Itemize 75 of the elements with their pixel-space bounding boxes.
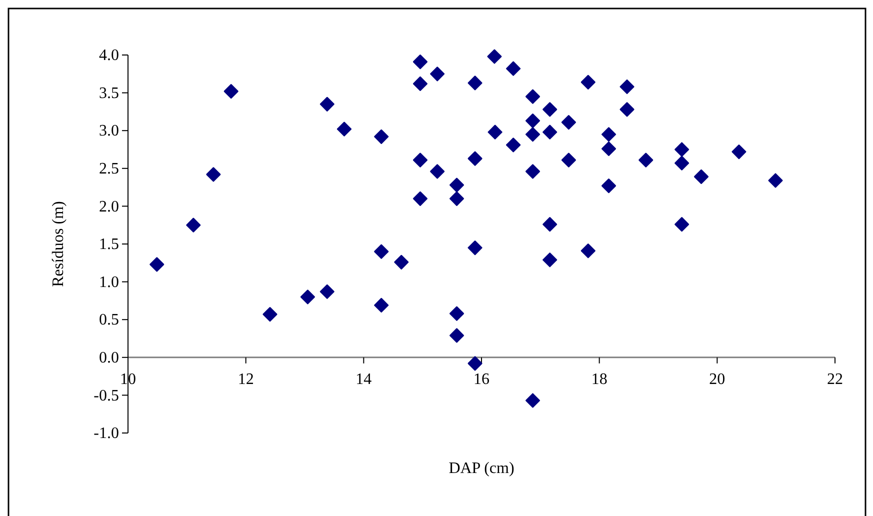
y-tick-label: 1.5 — [99, 236, 119, 254]
x-axis-title: DAP (cm) — [448, 460, 514, 477]
y-tick-label: 0.5 — [99, 312, 119, 329]
point — [525, 127, 540, 142]
point — [601, 127, 616, 142]
point — [542, 102, 558, 117]
point — [561, 152, 576, 168]
point — [694, 169, 709, 184]
point — [580, 74, 596, 90]
point — [468, 151, 482, 166]
y-tick-label: 3.5 — [99, 84, 119, 102]
y-tick-label: 1.0 — [99, 274, 119, 291]
point — [732, 144, 746, 160]
point — [542, 217, 558, 232]
point — [768, 173, 783, 188]
point — [468, 356, 482, 371]
point — [449, 178, 464, 192]
point — [525, 89, 540, 104]
point — [412, 76, 428, 91]
point — [412, 54, 428, 70]
y-tick-label: 2.0 — [99, 198, 119, 216]
x-tick-label: 14 — [356, 371, 372, 388]
point — [674, 142, 690, 157]
point — [300, 290, 315, 304]
point — [150, 257, 164, 272]
point — [336, 122, 352, 136]
point — [412, 191, 428, 206]
point — [620, 102, 634, 117]
point — [374, 129, 389, 144]
point — [394, 254, 409, 270]
point — [449, 191, 464, 206]
point — [449, 328, 464, 343]
y-tick-label: 0.0 — [99, 350, 119, 367]
point — [525, 393, 540, 408]
y-tick-label: 2.5 — [99, 160, 119, 178]
point — [468, 76, 482, 90]
point — [506, 138, 521, 152]
x-tick-label: 16 — [474, 371, 490, 388]
point — [580, 244, 596, 258]
point — [430, 66, 445, 82]
point — [601, 141, 616, 156]
point — [542, 252, 558, 268]
point — [638, 152, 654, 168]
point — [374, 244, 389, 259]
y-tick-label: -0.5 — [94, 387, 119, 404]
point — [542, 124, 558, 140]
point — [186, 218, 201, 232]
point — [488, 124, 502, 140]
point — [206, 167, 221, 182]
point — [506, 61, 521, 76]
point — [620, 79, 634, 94]
point — [525, 114, 540, 128]
point — [262, 307, 278, 322]
y-tick-label: 3.0 — [99, 122, 119, 140]
point — [320, 96, 334, 112]
x-tick-label: 12 — [238, 371, 254, 388]
y-axis-title: Resíduos (m) — [50, 201, 67, 287]
point — [468, 240, 482, 256]
x-tick-label: 22 — [827, 371, 843, 388]
point — [525, 164, 540, 179]
point — [674, 156, 690, 170]
point — [674, 217, 690, 232]
y-tick-label: 4.0 — [99, 47, 119, 64]
point — [487, 49, 502, 64]
x-tick-label: 18 — [591, 371, 608, 388]
point — [374, 298, 389, 313]
point — [412, 152, 428, 168]
point — [224, 84, 238, 99]
point — [320, 284, 334, 299]
point — [449, 306, 464, 321]
x-tick-label: 20 — [709, 371, 726, 388]
point — [601, 178, 616, 194]
point — [561, 115, 576, 130]
point — [430, 164, 445, 179]
y-tick-label: -1.0 — [94, 425, 119, 442]
